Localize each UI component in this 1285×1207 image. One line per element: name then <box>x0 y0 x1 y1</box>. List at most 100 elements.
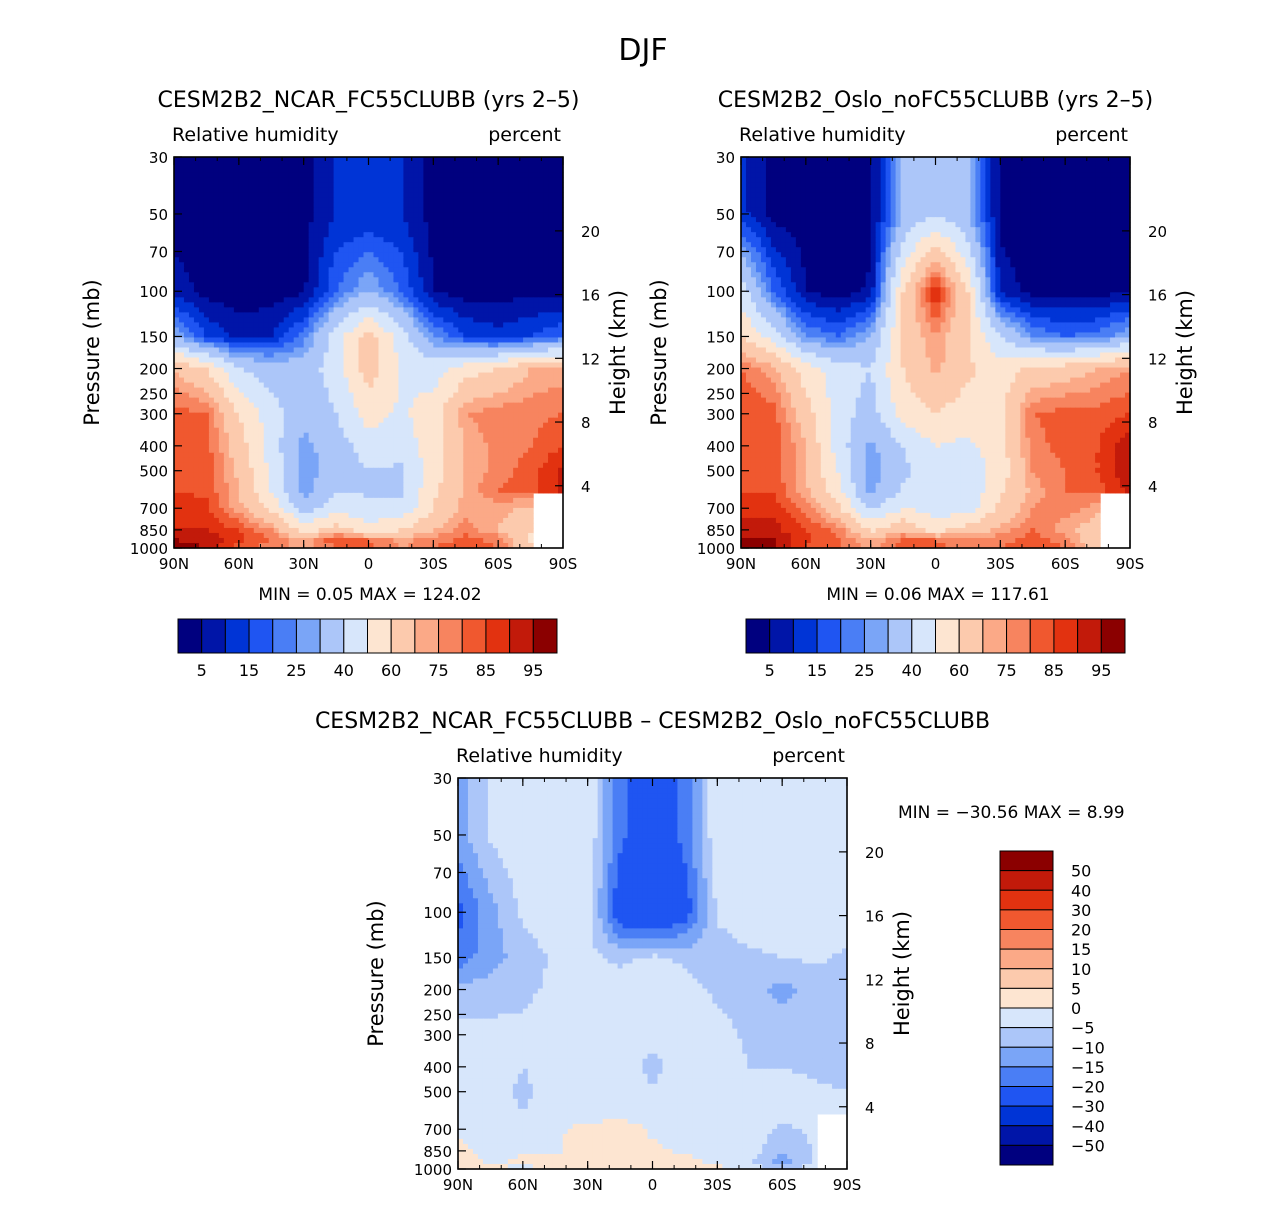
contour-cell <box>253 342 260 349</box>
contour-cell <box>343 342 350 349</box>
contour-cell <box>458 182 464 188</box>
contour-cell <box>448 192 454 198</box>
contour-cell <box>393 312 400 319</box>
contour-cell <box>223 307 230 313</box>
contour-cell <box>453 442 459 449</box>
contour-cell <box>228 432 235 439</box>
contour-cell <box>463 252 469 258</box>
contour-cell <box>513 177 519 183</box>
contour-cell <box>233 367 240 374</box>
contour-cell <box>508 472 514 479</box>
contour-cell <box>273 382 280 389</box>
contour-cell <box>263 402 270 409</box>
contour-cell <box>333 242 340 248</box>
contour-cell <box>273 332 280 339</box>
contour-cell <box>243 462 250 469</box>
contour-cell <box>328 302 335 308</box>
contour-cell <box>408 407 414 414</box>
contour-cell <box>278 302 285 308</box>
contour-cell <box>218 332 225 339</box>
contour-cell <box>208 252 215 258</box>
contour-cell <box>558 197 564 203</box>
contour-cell <box>413 207 419 213</box>
contour-cell <box>533 222 539 228</box>
contour-cell <box>318 387 325 394</box>
contour-cell <box>193 317 200 324</box>
contour-cell <box>393 417 400 424</box>
contour-cell <box>423 402 429 409</box>
contour-cell <box>553 332 559 339</box>
contour-cell <box>463 227 469 233</box>
contour-cell <box>503 177 509 183</box>
contour-cell <box>338 167 345 173</box>
contour-cell <box>333 182 340 188</box>
contour-cell <box>498 267 504 273</box>
contour-cell <box>383 257 390 263</box>
contour-cell <box>548 442 554 449</box>
contour-cell <box>273 242 280 248</box>
contour-cell <box>338 217 345 223</box>
contour-cell <box>243 247 250 253</box>
contour-cell <box>233 242 240 248</box>
contour-cell <box>323 242 330 248</box>
contour-cell <box>353 362 360 369</box>
contour-cell <box>428 247 434 253</box>
contour-cell <box>213 412 220 419</box>
contour-cell <box>273 442 280 449</box>
contour-cell <box>393 372 400 379</box>
contour-cell <box>293 397 300 404</box>
contour-cell <box>423 322 429 329</box>
contour-cell <box>263 412 270 419</box>
contour-cell <box>558 182 564 188</box>
contour-cell <box>303 302 310 308</box>
contour-cell <box>543 372 549 379</box>
contour-cell <box>328 392 335 399</box>
contour-cell <box>548 307 554 313</box>
contour-cell <box>533 182 539 188</box>
contour-cell <box>353 272 360 278</box>
contour-cell <box>473 272 479 278</box>
contour-cell <box>333 332 340 339</box>
contour-cell <box>353 202 360 208</box>
contour-cell <box>448 167 454 173</box>
contour-cell <box>518 342 524 349</box>
contour-cell <box>518 287 524 293</box>
contour-cell <box>298 277 305 283</box>
contour-cell <box>478 247 484 253</box>
contour-cell <box>363 377 370 384</box>
contour-cell <box>413 227 419 233</box>
contour-cell <box>278 157 285 163</box>
contour-cell <box>438 432 444 439</box>
contour-cell <box>523 297 529 303</box>
contour-cell <box>338 407 345 414</box>
contour-cell <box>263 157 270 163</box>
contour-cell <box>523 167 529 173</box>
contour-cell <box>273 402 280 409</box>
contour-cell <box>378 292 385 298</box>
contour-cell <box>318 357 325 364</box>
contour-cell <box>348 307 355 313</box>
contour-cell <box>483 412 489 419</box>
contour-cell <box>308 367 315 374</box>
contour-cell <box>273 417 280 424</box>
contour-cell <box>398 337 405 344</box>
contour-cell <box>413 322 419 329</box>
contour-cell <box>498 292 504 298</box>
contour-cell <box>303 407 310 414</box>
contour-cell <box>253 377 260 384</box>
contour-cell <box>328 372 335 379</box>
contour-cell <box>258 217 265 223</box>
contour-cell <box>488 292 494 298</box>
contour-cell <box>413 357 419 364</box>
contour-cell <box>273 397 280 404</box>
contour-cell <box>183 332 190 339</box>
contour-cell <box>328 357 335 364</box>
contour-cell <box>358 242 365 248</box>
contour-cell <box>398 472 405 479</box>
contour-cell <box>248 287 255 293</box>
contour-cell <box>473 262 479 268</box>
contour-cell <box>293 387 300 394</box>
contour-cell <box>543 447 549 454</box>
contour-cell <box>218 292 225 298</box>
contour-cell <box>533 177 539 183</box>
